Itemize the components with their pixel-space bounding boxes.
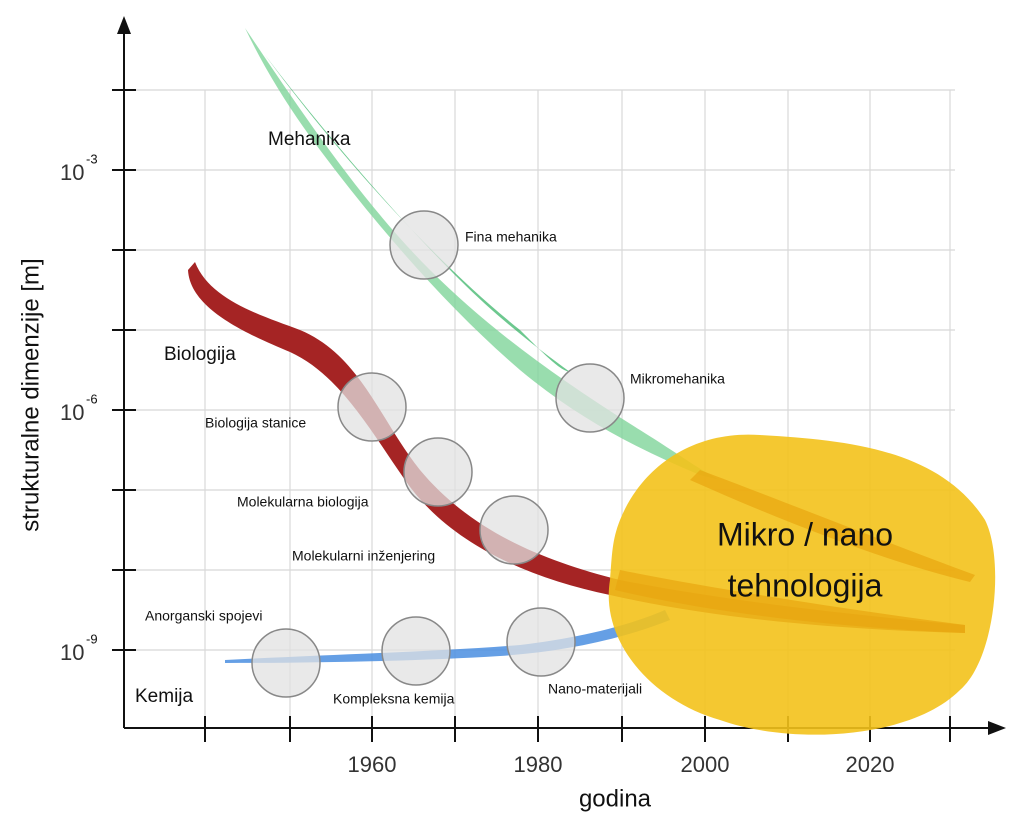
field-label: Anorganski spojevi xyxy=(145,608,263,624)
field-label: Mehanika xyxy=(268,129,351,150)
y-tick-exp: -6 xyxy=(86,391,98,406)
field-label: Biologija xyxy=(164,344,236,365)
milestone-label: Nano-materijali xyxy=(548,681,642,697)
x-tick-label: 1980 xyxy=(514,752,563,777)
milestone-circle xyxy=(480,496,548,564)
y-axis-title: strukturalne dimenzije [m] xyxy=(17,258,44,531)
milestone-label: Molekularni inženjering xyxy=(292,548,435,564)
milestone-label: Molekularna biologija xyxy=(237,494,369,510)
shape xyxy=(988,721,1006,735)
x-axis-title: godina xyxy=(579,785,652,812)
x-tick-label: 2000 xyxy=(681,752,730,777)
y-tick-base: 10 xyxy=(60,160,84,185)
y-tick-exp: -9 xyxy=(86,631,98,646)
page: Mikro / nano tehnologija {"axes": {"y_ti… xyxy=(0,0,1012,814)
y-tick-labels: 10 -3 10 -6 10 -9 xyxy=(60,151,98,664)
milestone-circle xyxy=(382,617,450,685)
milestone-circle xyxy=(390,211,458,279)
milestone-label: Mikromehanika xyxy=(630,371,725,387)
y-tick-exp: -3 xyxy=(86,151,98,166)
milestone-label: Biologija stanice xyxy=(205,415,306,431)
milestone-circle xyxy=(556,364,624,432)
shape xyxy=(117,16,131,34)
target-label: Mikro / nano xyxy=(717,516,893,552)
chart: Mehanika Fina mehanika Biologija Mikrome… xyxy=(0,0,1012,814)
milestone-label: Fina mehanika xyxy=(465,229,557,245)
y-tick-base: 10 xyxy=(60,400,84,425)
milestone-circle xyxy=(507,608,575,676)
y-tick-base: 10 xyxy=(60,640,84,665)
x-tick-label: 2020 xyxy=(846,752,895,777)
target-label: tehnologija xyxy=(728,567,883,603)
milestone-circle xyxy=(252,629,320,697)
milestone-circle xyxy=(404,438,472,506)
mechanics-band xyxy=(245,28,720,480)
milestone-circle xyxy=(338,373,406,441)
field-label: Kemija xyxy=(135,686,194,707)
body: Mehanika Fina mehanika Biologija Mikrome… xyxy=(0,0,1012,814)
x-tick-label: 1960 xyxy=(348,752,397,777)
milestone-label: Kompleksna kemija xyxy=(333,691,455,707)
